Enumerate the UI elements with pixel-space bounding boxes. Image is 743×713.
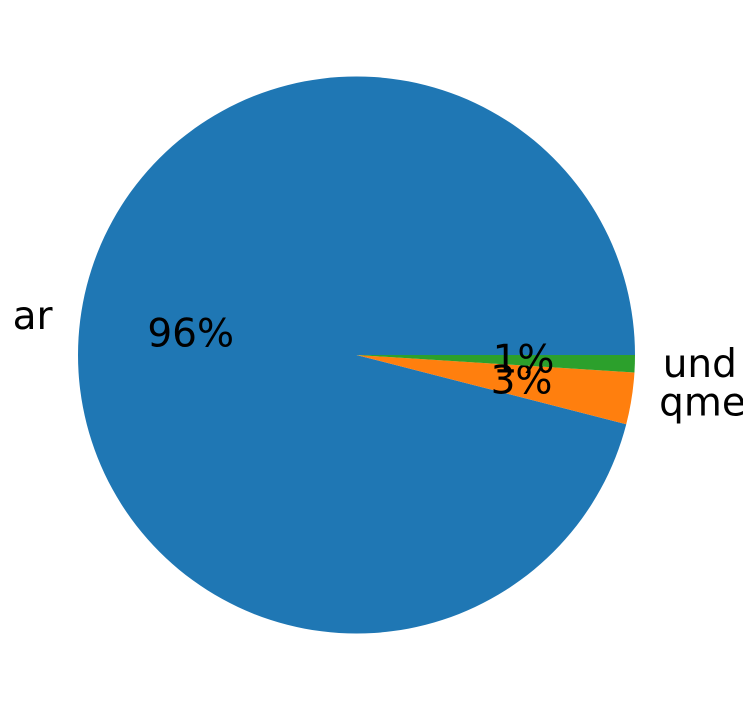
- slice-label-qme: qme: [659, 380, 743, 425]
- pie-slice-qme: [356, 355, 635, 425]
- slice-pct-ar: 96%: [147, 312, 234, 357]
- pie-slice-ar: [78, 76, 635, 634]
- slice-label-ar: ar: [13, 294, 54, 339]
- pie-slice-und: [356, 355, 635, 373]
- slice-pct-und: 1%: [493, 338, 555, 383]
- slice-label-und: und: [663, 342, 737, 387]
